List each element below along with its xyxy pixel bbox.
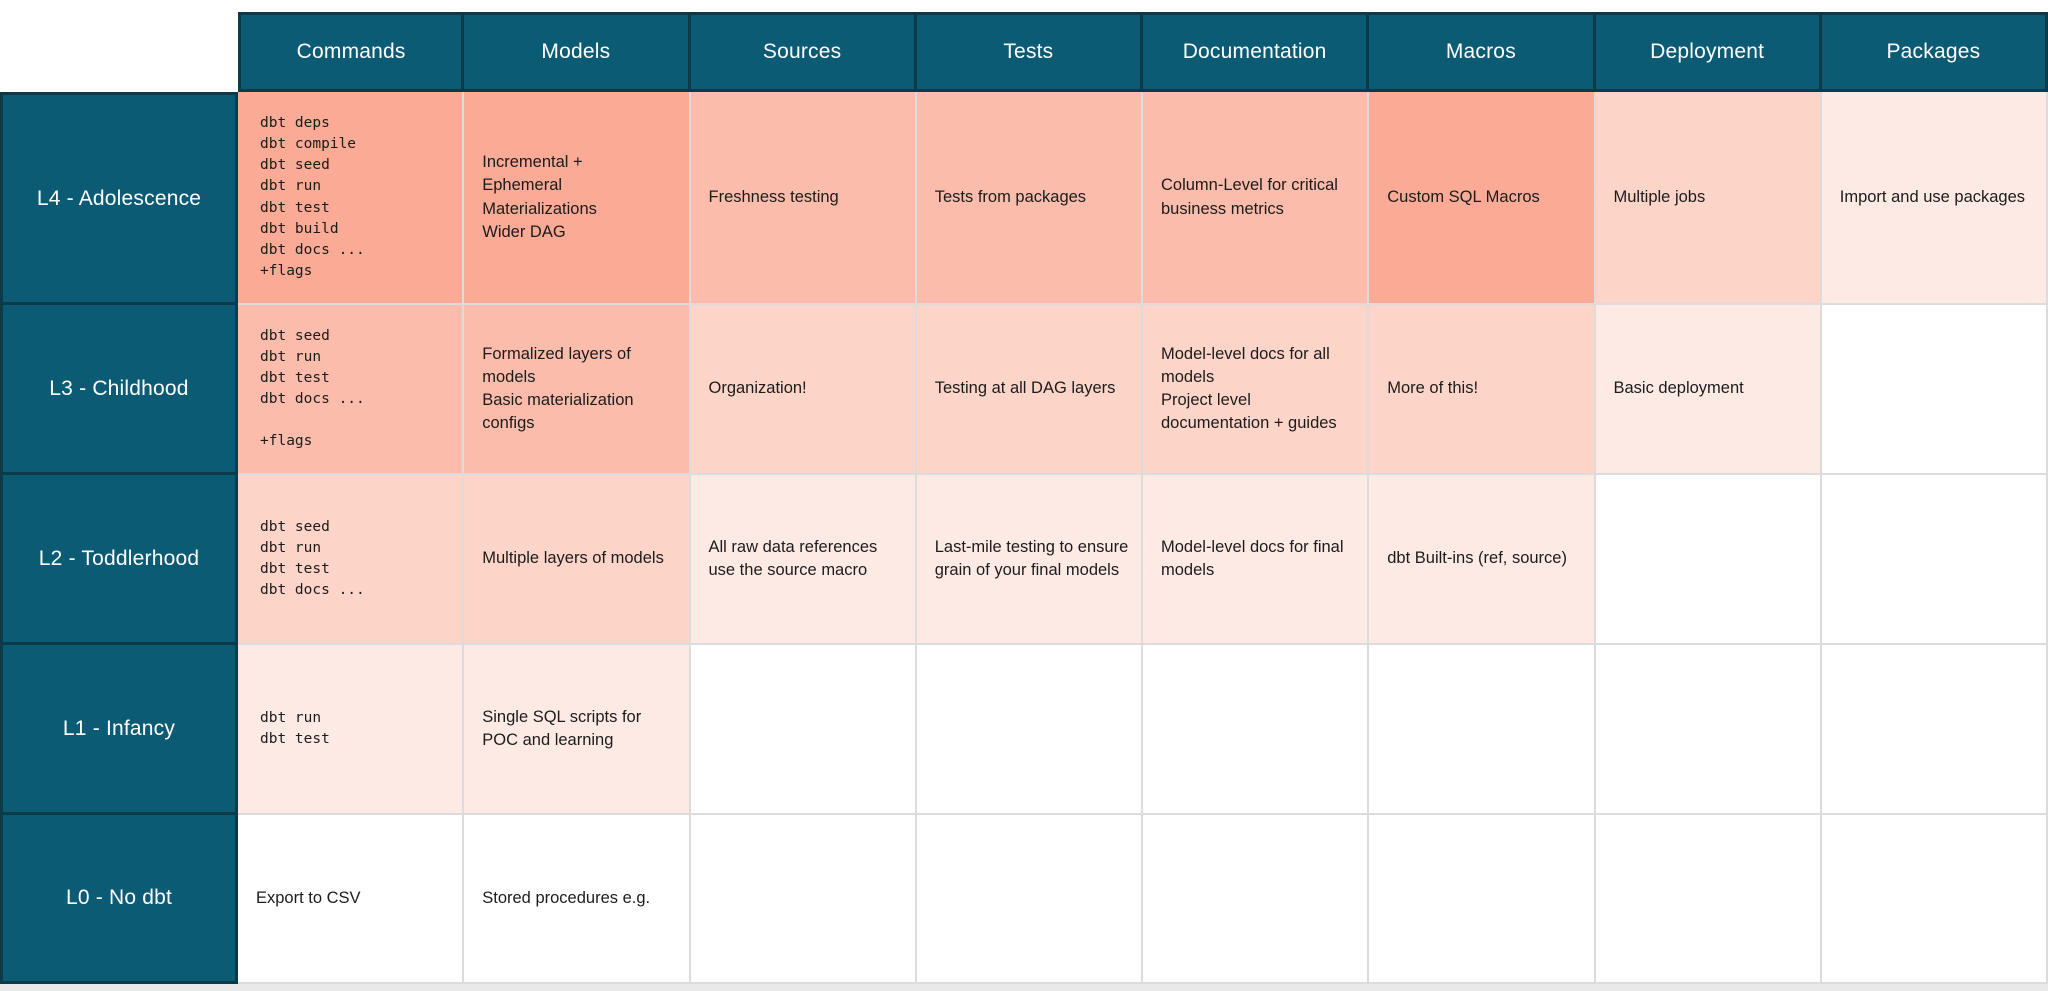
- cell-l4-macros: Custom SQL Macros: [1369, 92, 1596, 305]
- cell-l0-sources: [690, 815, 917, 984]
- cell-l0-models: Stored procedures e.g.: [464, 815, 691, 984]
- cell-l4-commands: dbt deps dbt compile dbt seed dbt run db…: [238, 92, 465, 305]
- cell-l1-models: Single SQL scripts for POC and learning: [464, 645, 691, 815]
- cell-text: Multiple jobs: [1613, 187, 1706, 206]
- column-header-models: Models: [464, 12, 691, 92]
- cell-l2-packages: [1821, 475, 2048, 645]
- cell-l2-models: Multiple layers of models: [464, 475, 691, 645]
- cell-l2-tests: Last-mile testing to ensure grain of you…: [916, 475, 1143, 645]
- cell-text: Custom SQL Macros: [1387, 187, 1540, 206]
- cell-text: dbt seed dbt run dbt test dbt docs ... +…: [260, 327, 365, 450]
- cell-l4-deployment: Multiple jobs: [1595, 92, 1822, 305]
- cell-l2-commands: dbt seed dbt run dbt test dbt docs ...: [238, 475, 465, 645]
- corner-cell: [0, 12, 238, 92]
- cell-text: Export to CSV: [256, 888, 361, 907]
- column-header-deployment: Deployment: [1595, 12, 1822, 92]
- cell-text: Last-mile testing to ensure grain of you…: [934, 537, 1129, 579]
- cell-text: dbt run dbt test: [260, 709, 330, 747]
- cell-text: Multiple layers of models: [482, 549, 664, 568]
- cell-l4-documentation: Column-Level for critical business metri…: [1143, 92, 1370, 305]
- cell-text: Formalized layers of models Basic materi…: [482, 344, 634, 433]
- cell-l1-documentation: [1143, 645, 1370, 815]
- bottom-strip: [0, 984, 2048, 991]
- row-label-l4: L4 - Adolescence: [0, 92, 238, 305]
- row-label-l2: L2 - Toddlerhood: [0, 475, 238, 645]
- column-header-documentation: Documentation: [1143, 12, 1370, 92]
- cell-l2-macros: dbt Built-ins (ref, source): [1369, 475, 1596, 645]
- cell-l2-documentation: Model-level docs for final models: [1143, 475, 1370, 645]
- column-header-macros: Macros: [1369, 12, 1596, 92]
- cell-l1-deployment: [1595, 645, 1822, 815]
- cell-l3-commands: dbt seed dbt run dbt test dbt docs ... +…: [238, 305, 465, 475]
- cell-l3-models: Formalized layers of models Basic materi…: [464, 305, 691, 475]
- cell-l2-deployment: [1595, 475, 1822, 645]
- maturity-table: Commands Models Sources Tests Documentation M…: [0, 12, 2048, 984]
- column-header-packages: Packages: [1821, 12, 2048, 92]
- cell-l3-documentation: Model-level docs for all models Project …: [1143, 305, 1370, 475]
- cell-l4-packages: Import and use packages: [1821, 92, 2048, 305]
- cell-text: Freshness testing: [708, 187, 839, 206]
- cell-l3-tests: Testing at all DAG layers: [916, 305, 1143, 475]
- column-header-tests: Tests: [916, 12, 1143, 92]
- cell-l1-tests: [916, 645, 1143, 815]
- row-label-l0: L0 - No dbt: [0, 815, 238, 984]
- cell-text: Organization!: [708, 379, 807, 398]
- cell-text: Tests from packages: [934, 187, 1087, 206]
- cell-l4-tests: Tests from packages: [916, 92, 1143, 305]
- cell-text: Import and use packages: [1839, 187, 2026, 206]
- row-label-l1: L1 - Infancy: [0, 645, 238, 815]
- cell-text: Testing at all DAG layers: [934, 379, 1116, 398]
- cell-text: Model-level docs for all models Project …: [1161, 344, 1337, 433]
- cell-l3-macros: More of this!: [1369, 305, 1596, 475]
- cell-l3-packages: [1821, 305, 2048, 475]
- cell-text: Model-level docs for final models: [1161, 537, 1344, 579]
- cell-text: All raw data references use the source m…: [708, 537, 878, 579]
- cell-l0-deployment: [1595, 815, 1822, 984]
- cell-l1-sources: [690, 645, 917, 815]
- cell-l1-macros: [1369, 645, 1596, 815]
- cell-text: Column-Level for critical business metri…: [1161, 176, 1338, 218]
- cell-text: Stored procedures e.g.: [482, 888, 651, 907]
- column-header-commands: Commands: [238, 12, 465, 92]
- cell-text: dbt Built-ins (ref, source): [1387, 549, 1567, 568]
- cell-l0-macros: [1369, 815, 1596, 984]
- cell-text: Basic deployment: [1613, 379, 1744, 398]
- cell-l3-deployment: Basic deployment: [1595, 305, 1822, 475]
- cell-l2-sources: All raw data references use the source m…: [690, 475, 917, 645]
- cell-l1-packages: [1821, 645, 2048, 815]
- cell-l0-documentation: [1143, 815, 1370, 984]
- row-label-l3: L3 - Childhood: [0, 305, 238, 475]
- cell-text: dbt deps dbt compile dbt seed dbt run db…: [260, 115, 365, 279]
- cell-text: Single SQL scripts for POC and learning: [482, 707, 642, 749]
- cell-text: Incremental + Ephemeral Materializations…: [482, 153, 597, 241]
- cell-l3-sources: Organization!: [690, 305, 917, 475]
- cell-l0-commands: Export to CSV: [238, 815, 465, 984]
- cell-l0-tests: [916, 815, 1143, 984]
- cell-text: dbt seed dbt run dbt test dbt docs ...: [260, 518, 365, 599]
- cell-l0-packages: [1821, 815, 2048, 984]
- column-header-sources: Sources: [690, 12, 917, 92]
- cell-text: More of this!: [1387, 379, 1479, 398]
- cell-l1-commands: dbt run dbt test: [238, 645, 465, 815]
- cell-l4-sources: Freshness testing: [690, 92, 917, 305]
- cell-l4-models: Incremental + Ephemeral Materializations…: [464, 92, 691, 305]
